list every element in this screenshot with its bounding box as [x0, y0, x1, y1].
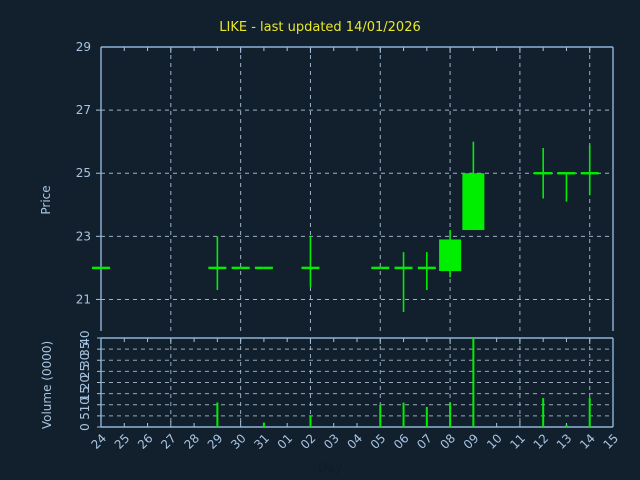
volume-tick-label: 15 — [78, 386, 92, 401]
price-tick-label: 21 — [76, 292, 91, 306]
candle-body — [462, 173, 485, 231]
volume-tick-label: 20 — [78, 375, 92, 390]
price-tick-label: 29 — [76, 40, 91, 54]
chart-title: LIKE - last updated 14/01/2026 — [219, 20, 420, 35]
volume-tick-label: 25 — [78, 364, 92, 379]
volume-axis-label: Volume (0000) — [40, 341, 54, 429]
volume-tick-label: 10 — [78, 397, 92, 412]
price-tick-label: 27 — [76, 103, 91, 117]
ohlc-bar — [301, 236, 320, 287]
ohlc-bar — [534, 147, 553, 199]
price-panel: 29 27 25 23 21 — [76, 40, 614, 331]
volume-tick-label: 40 — [78, 330, 92, 345]
volume-tick-label: 35 — [78, 341, 92, 356]
volume-tick-label: 5 — [78, 412, 92, 420]
x-axis-tick-labels: 24 25 26 27 28 29 30 31 01 02 03 04 05 06 07 08 09 10 11 12… — [88, 431, 621, 452]
ohlc-bar — [580, 144, 599, 196]
candle-body — [439, 239, 462, 272]
ohlc-bar — [462, 141, 485, 231]
ohlc-bar — [417, 252, 436, 290]
ohlc-bar — [557, 172, 576, 202]
price-tick-label: 25 — [76, 166, 91, 180]
ohlc-bar — [439, 230, 462, 278]
ohlc-bar — [208, 236, 227, 290]
ohlc-bar — [394, 252, 413, 313]
price-tick-label: 23 — [76, 229, 91, 243]
volume-tick-label: 30 — [78, 353, 92, 368]
price-axis-label: Price — [39, 185, 53, 214]
volume-tick-label: 0 — [78, 423, 92, 431]
day-axis-label: Day — [318, 461, 342, 475]
